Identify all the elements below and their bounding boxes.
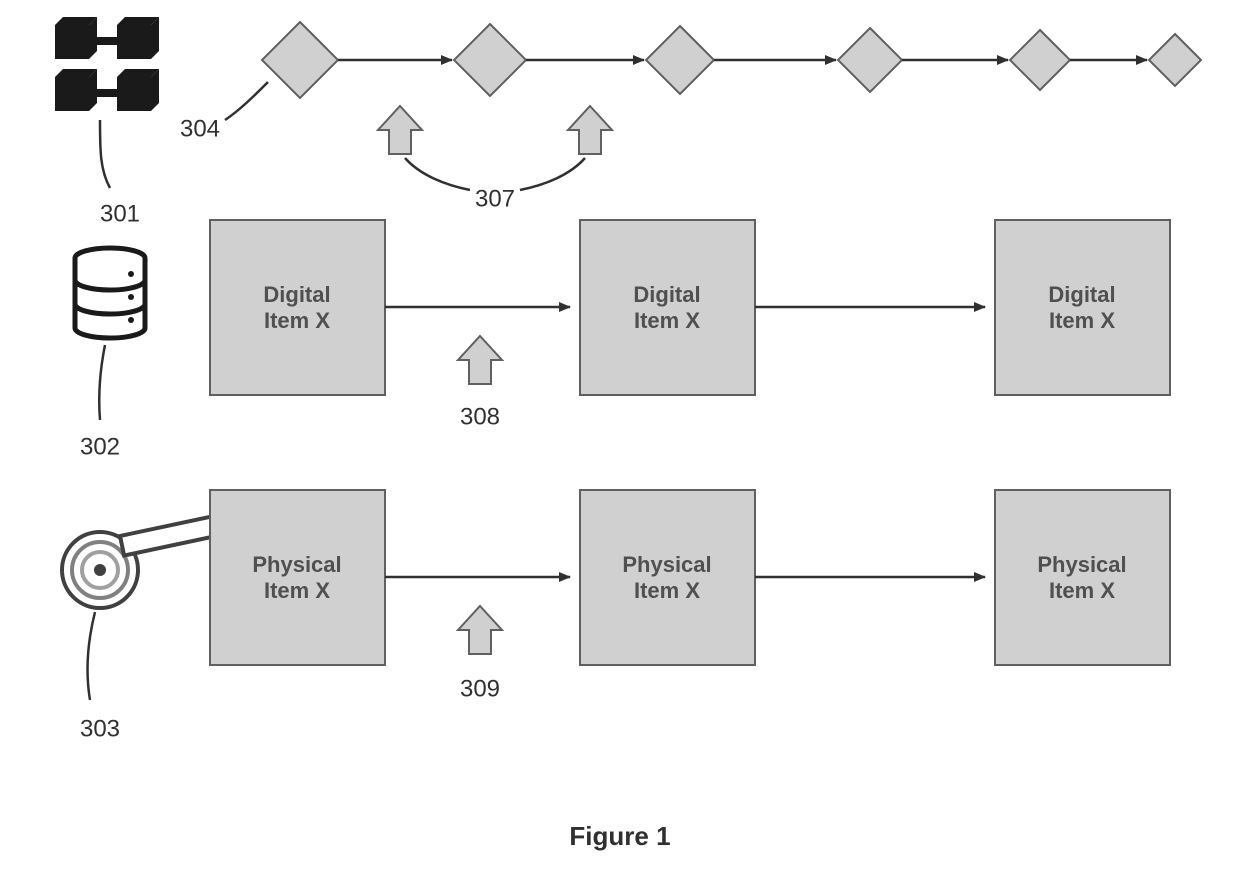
- ref-301: 301: [100, 200, 140, 227]
- physical-icon: [62, 513, 232, 608]
- diamond-3: [646, 26, 714, 94]
- database-icon: [75, 248, 145, 338]
- digital-row: DigitalItem X DigitalItem X DigitalItem …: [210, 220, 1170, 395]
- diamond-5: [1010, 30, 1070, 90]
- physical-box-1-line2: Item X: [264, 578, 330, 603]
- digital-box-2-line2: Item X: [634, 308, 700, 333]
- digital-box-2-line1: Digital: [633, 282, 700, 307]
- svg-text:PhysicalItem X: PhysicalItem X: [1037, 552, 1126, 603]
- digital-box-1-line1: Digital: [263, 282, 330, 307]
- diamond-6: [1149, 34, 1201, 86]
- svg-text:PhysicalItem X: PhysicalItem X: [252, 552, 341, 603]
- leader-307a: [405, 158, 470, 190]
- leader-303: [88, 612, 95, 700]
- physical-box-2-line1: Physical: [622, 552, 711, 577]
- figure-1-diagram: 301 304: [0, 0, 1240, 896]
- svg-text:DigitalItem X: DigitalItem X: [1048, 282, 1115, 333]
- ref-308: 308: [460, 403, 500, 430]
- diamond-1: [262, 22, 338, 98]
- svg-text:PhysicalItem X: PhysicalItem X: [622, 552, 711, 603]
- physical-box-3-line1: Physical: [1037, 552, 1126, 577]
- leader-301: [100, 120, 110, 188]
- physical-row: PhysicalItem X PhysicalItem X PhysicalIt…: [210, 490, 1170, 665]
- up-arrow-307-b: [568, 106, 612, 154]
- ref-302: 302: [80, 433, 120, 460]
- digital-box-3-line2: Item X: [1049, 308, 1115, 333]
- digital-box-3-line1: Digital: [1048, 282, 1115, 307]
- diamond-2: [454, 24, 526, 96]
- network-icon: [55, 17, 159, 111]
- digital-box-1-line2: Item X: [264, 308, 330, 333]
- physical-box-1-line1: Physical: [252, 552, 341, 577]
- up-arrow-308: [458, 336, 502, 384]
- ref-309: 309: [460, 675, 500, 702]
- leader-302: [99, 345, 105, 420]
- ref-303: 303: [80, 715, 120, 742]
- ref-307: 307: [475, 185, 515, 212]
- figure-caption: Figure 1: [569, 821, 670, 851]
- svg-text:DigitalItem X: DigitalItem X: [633, 282, 700, 333]
- leader-307b: [520, 158, 585, 190]
- diamond-chain: [262, 22, 1201, 98]
- up-arrow-307-a: [378, 106, 422, 154]
- up-arrow-309: [458, 606, 502, 654]
- physical-box-3-line2: Item X: [1049, 578, 1115, 603]
- svg-text:DigitalItem X: DigitalItem X: [263, 282, 330, 333]
- leader-304: [225, 82, 268, 120]
- physical-box-2-line2: Item X: [634, 578, 700, 603]
- diamond-4: [838, 28, 902, 92]
- ref-304: 304: [180, 115, 220, 142]
